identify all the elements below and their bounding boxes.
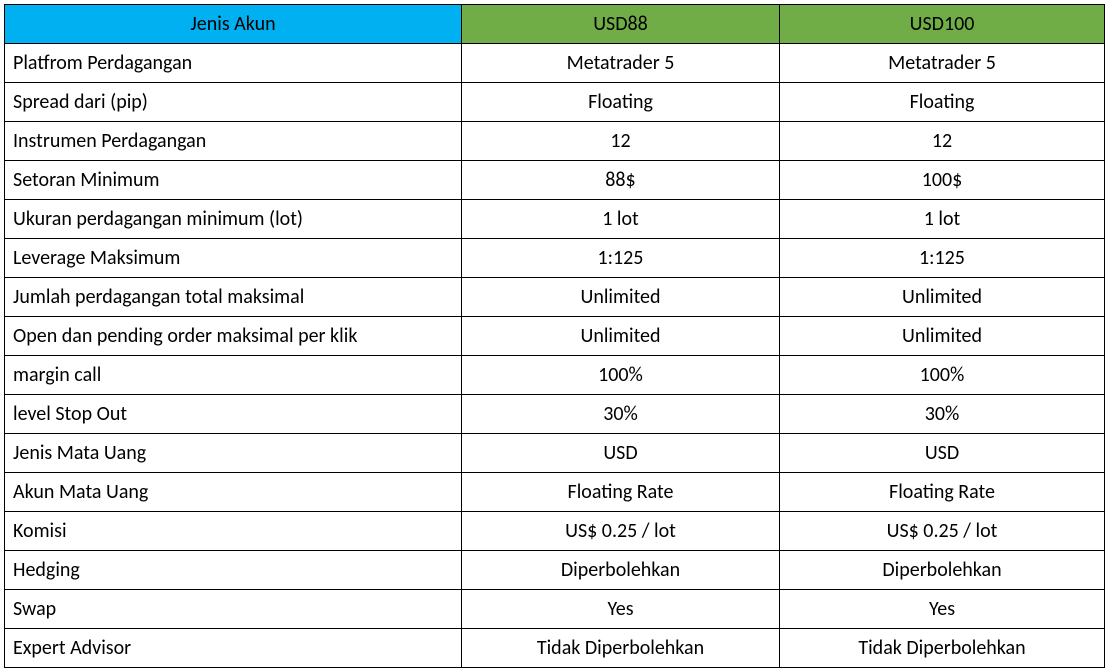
table-row: Expert Advisor Tidak Diperbolehkan Tidak… bbox=[5, 629, 1105, 668]
header-account-type: Jenis Akun bbox=[5, 5, 462, 44]
row-value-usd88: 100% bbox=[462, 356, 780, 395]
row-value-usd88: 1 lot bbox=[462, 200, 780, 239]
row-label: Open dan pending order maksimal per klik bbox=[5, 317, 462, 356]
account-types-table: Jenis Akun USD88 USD100 Platfrom Perdaga… bbox=[4, 4, 1105, 668]
row-value-usd100: 100$ bbox=[780, 161, 1105, 200]
table-row: Open dan pending order maksimal per klik… bbox=[5, 317, 1105, 356]
row-value-usd100: US$ 0.25 / lot bbox=[780, 512, 1105, 551]
row-label: Leverage Maksimum bbox=[5, 239, 462, 278]
row-value-usd88: 12 bbox=[462, 122, 780, 161]
table-row: Swap Yes Yes bbox=[5, 590, 1105, 629]
table-row: Jenis Mata Uang USD USD bbox=[5, 434, 1105, 473]
row-value-usd100: Metatrader 5 bbox=[780, 44, 1105, 83]
header-usd100: USD100 bbox=[780, 5, 1105, 44]
row-value-usd100: 1 lot bbox=[780, 200, 1105, 239]
row-label: Komisi bbox=[5, 512, 462, 551]
row-label: Jenis Mata Uang bbox=[5, 434, 462, 473]
row-value-usd88: Unlimited bbox=[462, 317, 780, 356]
row-value-usd100: 100% bbox=[780, 356, 1105, 395]
row-label: Instrumen Perdagangan bbox=[5, 122, 462, 161]
table-row: Spread dari (pip) Floating Floating bbox=[5, 83, 1105, 122]
row-value-usd100: Yes bbox=[780, 590, 1105, 629]
table-body: Platfrom Perdagangan Metatrader 5 Metatr… bbox=[5, 44, 1105, 668]
table-row: Platfrom Perdagangan Metatrader 5 Metatr… bbox=[5, 44, 1105, 83]
row-value-usd100: Unlimited bbox=[780, 317, 1105, 356]
row-value-usd88: Tidak Diperbolehkan bbox=[462, 629, 780, 668]
row-value-usd100: USD bbox=[780, 434, 1105, 473]
row-value-usd88: Floating bbox=[462, 83, 780, 122]
row-value-usd88: US$ 0.25 / lot bbox=[462, 512, 780, 551]
row-label: margin call bbox=[5, 356, 462, 395]
row-label: Hedging bbox=[5, 551, 462, 590]
row-label: Ukuran perdagangan minimum (lot) bbox=[5, 200, 462, 239]
row-value-usd88: Unlimited bbox=[462, 278, 780, 317]
table-row: Ukuran perdagangan minimum (lot) 1 lot 1… bbox=[5, 200, 1105, 239]
row-label: Platfrom Perdagangan bbox=[5, 44, 462, 83]
row-value-usd100: Diperbolehkan bbox=[780, 551, 1105, 590]
row-value-usd88: Metatrader 5 bbox=[462, 44, 780, 83]
row-value-usd100: Floating bbox=[780, 83, 1105, 122]
row-label: Jumlah perdagangan total maksimal bbox=[5, 278, 462, 317]
table-row: Jumlah perdagangan total maksimal Unlimi… bbox=[5, 278, 1105, 317]
row-label: Expert Advisor bbox=[5, 629, 462, 668]
table-row: Instrumen Perdagangan 12 12 bbox=[5, 122, 1105, 161]
table-header-row: Jenis Akun USD88 USD100 bbox=[5, 5, 1105, 44]
row-value-usd88: 88$ bbox=[462, 161, 780, 200]
row-value-usd100: 1:125 bbox=[780, 239, 1105, 278]
row-value-usd88: Diperbolehkan bbox=[462, 551, 780, 590]
row-value-usd100: Floating Rate bbox=[780, 473, 1105, 512]
row-value-usd88: 30% bbox=[462, 395, 780, 434]
row-value-usd88: Yes bbox=[462, 590, 780, 629]
row-value-usd100: 30% bbox=[780, 395, 1105, 434]
row-label: Spread dari (pip) bbox=[5, 83, 462, 122]
row-label: level Stop Out bbox=[5, 395, 462, 434]
row-label: Swap bbox=[5, 590, 462, 629]
header-usd88: USD88 bbox=[462, 5, 780, 44]
table-row: level Stop Out 30% 30% bbox=[5, 395, 1105, 434]
row-value-usd100: Unlimited bbox=[780, 278, 1105, 317]
table-row: margin call 100% 100% bbox=[5, 356, 1105, 395]
row-value-usd88: Floating Rate bbox=[462, 473, 780, 512]
row-value-usd100: 12 bbox=[780, 122, 1105, 161]
table-row: Akun Mata Uang Floating Rate Floating Ra… bbox=[5, 473, 1105, 512]
row-label: Setoran Minimum bbox=[5, 161, 462, 200]
row-value-usd100: Tidak Diperbolehkan bbox=[780, 629, 1105, 668]
table-row: Komisi US$ 0.25 / lot US$ 0.25 / lot bbox=[5, 512, 1105, 551]
row-value-usd88: USD bbox=[462, 434, 780, 473]
table-row: Setoran Minimum 88$ 100$ bbox=[5, 161, 1105, 200]
table-row: Leverage Maksimum 1:125 1:125 bbox=[5, 239, 1105, 278]
table-row: Hedging Diperbolehkan Diperbolehkan bbox=[5, 551, 1105, 590]
row-value-usd88: 1:125 bbox=[462, 239, 780, 278]
row-label: Akun Mata Uang bbox=[5, 473, 462, 512]
